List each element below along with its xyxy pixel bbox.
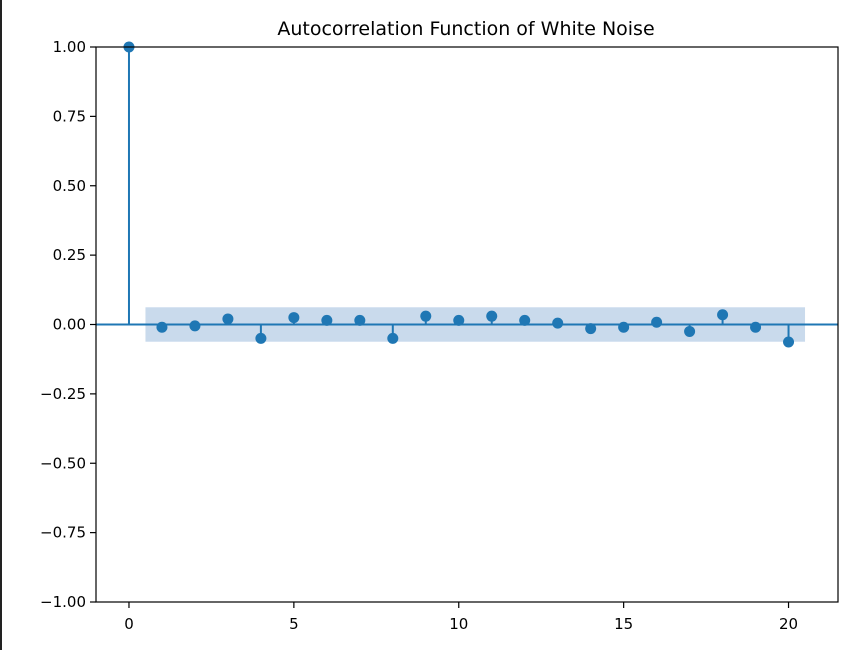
- stem-marker-lag-9: [420, 310, 432, 322]
- stem-marker-lag-8: [387, 332, 399, 344]
- y-tick-label: 0.50: [53, 177, 86, 195]
- stem-marker-lag-4: [255, 332, 267, 344]
- x-tick-label: 10: [449, 615, 468, 633]
- x-tick-label: 5: [289, 615, 299, 633]
- stem-marker-lag-13: [552, 317, 564, 329]
- stem-marker-lag-20: [783, 336, 795, 348]
- stem-marker-lag-6: [321, 314, 333, 326]
- stem-marker-lag-5: [288, 312, 300, 324]
- x-tick-label: 20: [779, 615, 798, 633]
- y-tick-label: 1.00: [53, 38, 86, 56]
- y-tick-label: −1.00: [40, 593, 86, 611]
- ticks-layer: 1.00 0.75 0.50 0.25 0.00 −0.25 −0.50 −0.75 −1.00…: [40, 38, 798, 633]
- chart-title: Autocorrelation Function of White Noise: [277, 18, 654, 40]
- y-tick-label: 0.75: [53, 107, 86, 125]
- stem-marker-lag-2: [189, 320, 201, 332]
- stem-marker-lag-19: [750, 321, 762, 333]
- x-tick-label: 15: [614, 615, 633, 633]
- stem-marker-lag-17: [684, 325, 696, 337]
- stem-marker-lag-14: [585, 323, 597, 335]
- y-tick-label: −0.75: [40, 524, 86, 542]
- stem-marker-lag-11: [486, 310, 498, 322]
- stem-marker-lag-7: [354, 314, 366, 326]
- stems-layer: [96, 41, 838, 348]
- y-tick-label: 0.00: [53, 316, 86, 334]
- y-tick-label: −0.25: [40, 385, 86, 403]
- y-tick-label: 0.25: [53, 246, 86, 264]
- stem-marker-lag-18: [717, 309, 729, 321]
- stem-marker-lag-3: [222, 313, 234, 325]
- stem-marker-lag-15: [618, 321, 630, 333]
- stem-marker-lag-12: [519, 314, 531, 326]
- stem-marker-lag-10: [453, 314, 465, 326]
- y-tick-label: −0.50: [40, 454, 86, 472]
- stem-marker-lag-1: [156, 321, 168, 333]
- x-tick-label: 0: [124, 615, 134, 633]
- stem-marker-lag-16: [651, 316, 663, 328]
